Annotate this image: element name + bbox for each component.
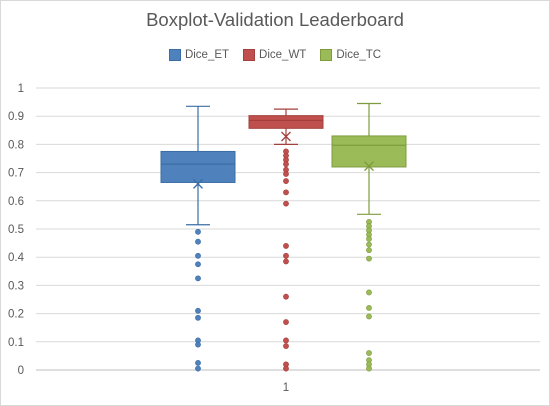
y-tick-label: 0.8 xyxy=(8,139,24,151)
chart-title: Boxplot-Validation Leaderboard xyxy=(146,9,404,30)
mean-marker-dice-wt xyxy=(281,131,291,142)
outlier-point-dice-tc xyxy=(366,289,372,296)
legend-swatch-dice-et xyxy=(168,49,181,61)
outlier-point-dice-et xyxy=(195,360,201,366)
outlier-point-dice-wt xyxy=(283,258,289,265)
y-tick-label: 0.4 xyxy=(8,252,25,264)
legend-swatch-dice-tc xyxy=(320,49,333,61)
outlier-point-dice-et xyxy=(195,314,201,321)
outlier-point-dice-wt xyxy=(283,293,289,300)
y-tick-label: 0.3 xyxy=(8,280,24,292)
legend-label-dice-tc: Dice_TC xyxy=(336,49,382,61)
outlier-point-dice-et xyxy=(195,252,201,259)
box-dice-wt xyxy=(248,115,324,129)
legend-item-dice-et: Dice_ET xyxy=(168,49,230,61)
outlier-point-dice-wt xyxy=(283,243,289,249)
outlier-point-dice-wt xyxy=(283,161,289,168)
boxes xyxy=(160,102,407,372)
legend-item-dice-tc: Dice_TC xyxy=(320,49,381,61)
outlier-point-dice-wt xyxy=(283,319,289,325)
box-dice-tc xyxy=(331,135,407,168)
outlier-point-dice-wt xyxy=(283,252,289,259)
outlier-point-dice-et xyxy=(195,341,201,348)
outlier-point-dice-et xyxy=(195,307,201,314)
y-tick-label: 1 xyxy=(18,83,24,95)
outlier-point-dice-tc xyxy=(366,247,372,254)
y-tick-label: 0.1 xyxy=(8,337,24,349)
y-tick-label: 0.5 xyxy=(8,224,24,236)
outlier-point-dice-tc xyxy=(366,305,372,311)
outlier-point-dice-et xyxy=(195,228,201,235)
outlier-point-dice-wt xyxy=(283,337,289,344)
outlier-point-dice-wt xyxy=(283,365,289,372)
outlier-point-dice-tc xyxy=(366,313,372,320)
outlier-point-dice-wt xyxy=(283,189,289,196)
legend-swatch-dice-wt xyxy=(243,49,256,61)
outlier-point-dice-wt xyxy=(283,171,289,177)
box-dice-et xyxy=(160,150,236,183)
outlier-point-dice-wt xyxy=(283,200,289,207)
legend-label-dice-wt: Dice_WT xyxy=(259,49,307,61)
legend-label-dice-et: Dice_ET xyxy=(184,49,230,61)
y-tick-label: 0.7 xyxy=(8,168,24,180)
outlier-point-dice-wt xyxy=(283,343,289,349)
y-tick-label: 0.9 xyxy=(8,111,24,123)
y-tick-label: 0.6 xyxy=(8,196,24,208)
gridlines xyxy=(36,87,540,343)
outlier-point-dice-et xyxy=(195,275,201,282)
outlier-point-dice-et xyxy=(195,238,201,245)
legend: Dice_ET Dice_WT Dice_TC xyxy=(0,49,550,61)
mean-marker-dice-et xyxy=(193,178,203,189)
y-tick-label: 0.2 xyxy=(8,309,24,321)
axes: 0 0.1 0.2 0.3 0.4 0.5 0.6 0.7 0.8 0.9 1 1 xyxy=(8,83,540,394)
box-group-dice-tc xyxy=(331,102,407,372)
x-tick-label: 1 xyxy=(283,382,289,394)
outlier-point-dice-tc xyxy=(366,350,372,356)
outlier-point-dice-tc xyxy=(366,255,372,262)
outlier-point-dice-et xyxy=(195,261,201,268)
outlier-point-dice-tc xyxy=(366,365,372,372)
outlier-point-dice-wt xyxy=(283,178,289,184)
y-tick-label: 0 xyxy=(18,365,24,377)
outlier-point-dice-et xyxy=(195,365,201,372)
box-group-dice-et xyxy=(160,105,236,372)
outlier-point-dice-tc xyxy=(366,235,372,242)
legend-item-dice-wt: Dice_WT xyxy=(243,49,306,61)
mean-marker-dice-tc xyxy=(364,161,374,172)
outlier-point-dice-tc xyxy=(366,241,372,248)
box-group-dice-wt xyxy=(248,108,324,372)
